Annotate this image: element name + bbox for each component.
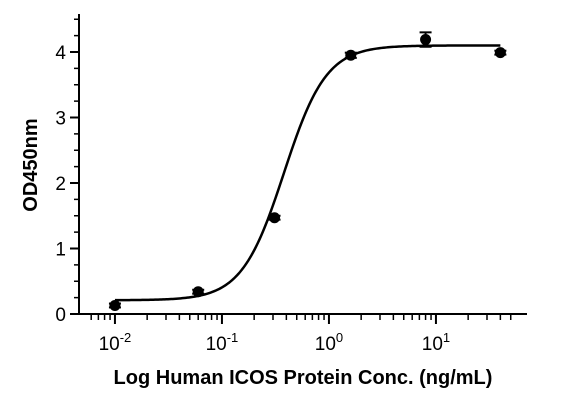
x-tick-label: 100 bbox=[315, 330, 343, 355]
x-axis-title: Log Human ICOS Protein Conc. (ng/mL) bbox=[114, 367, 493, 389]
x-tick-label: 10-1 bbox=[206, 330, 239, 355]
y-tick-label: 1 bbox=[55, 240, 66, 261]
data-point bbox=[269, 212, 281, 224]
tick-labels: 0 1 2 3 4 10-2 10-1 100 101 bbox=[55, 43, 450, 355]
axes bbox=[70, 14, 527, 324]
y-axis-title: OD450nm bbox=[20, 118, 42, 211]
y-tick-label: 3 bbox=[55, 109, 66, 130]
fit-layer bbox=[114, 44, 501, 302]
data-point bbox=[345, 49, 357, 61]
x-tick-label: 10-2 bbox=[99, 330, 132, 355]
fit-curve bbox=[114, 44, 501, 302]
data-point bbox=[109, 299, 121, 311]
data-point bbox=[494, 47, 506, 59]
data-point bbox=[192, 286, 204, 298]
x-tick-label: 101 bbox=[422, 330, 450, 355]
data-point bbox=[420, 34, 432, 46]
points-layer bbox=[108, 31, 507, 311]
y-tick-label: 2 bbox=[55, 174, 66, 195]
y-tick-label: 0 bbox=[55, 305, 66, 326]
y-tick-label: 4 bbox=[55, 43, 66, 64]
